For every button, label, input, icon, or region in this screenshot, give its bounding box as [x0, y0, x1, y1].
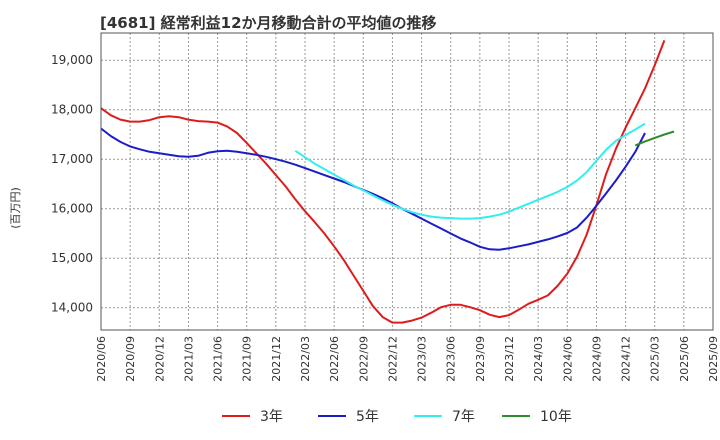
x-tick-label: 2025/09: [707, 336, 720, 382]
series-line-5年: [100, 127, 646, 251]
y-tick-label: 14,000: [51, 301, 93, 315]
legend-swatch: [414, 415, 442, 417]
x-tick-label: 2024/12: [620, 336, 633, 382]
x-tick-label: 2021/12: [270, 336, 283, 382]
x-tick-label: 2021/09: [241, 336, 254, 382]
x-tick-label: 2023/12: [503, 336, 516, 382]
x-tick-label: 2023/03: [416, 336, 429, 382]
x-tick-label: 2022/06: [328, 336, 341, 382]
y-tick-label: 16,000: [51, 202, 93, 216]
legend-item-7y: 7年: [414, 404, 475, 428]
legend-label: 3年: [260, 409, 283, 425]
chart-title: [4681] 経常利益12か月移動合計の平均値の推移: [100, 14, 437, 32]
x-tick-label: 2022/03: [299, 336, 312, 382]
legend: 3年 5年 7年 10年: [0, 404, 720, 428]
x-tick-label: 2023/09: [474, 336, 487, 382]
y-tick-label: 17,000: [51, 152, 93, 166]
legend-swatch: [502, 415, 530, 417]
series-lines: [100, 40, 675, 324]
x-tick-label: 2024/03: [532, 336, 545, 382]
x-tick-label: 2020/06: [95, 336, 108, 382]
y-axis-ticks: 14,000 15,000 16,000 17,000 18,000 19,000: [51, 53, 93, 315]
x-tick-label: 2025/06: [678, 336, 691, 382]
legend-label: 5年: [356, 409, 379, 425]
y-tick-label: 19,000: [51, 53, 93, 67]
x-tick-label: 2023/06: [445, 336, 458, 382]
legend-label: 10年: [540, 409, 572, 425]
x-tick-label: 2021/06: [212, 336, 225, 382]
x-tick-label: 2020/09: [124, 336, 137, 382]
x-tick-label: 2022/09: [357, 336, 370, 382]
x-tick-label: 2024/06: [561, 336, 574, 382]
series-line-3年: [100, 40, 666, 324]
plot-frame: [100, 32, 714, 331]
legend-item-5y: 5年: [318, 404, 379, 428]
x-tick-label: 2024/09: [590, 336, 603, 382]
legend-label: 7年: [452, 409, 475, 425]
legend-item-10y: 10年: [502, 404, 572, 428]
y-tick-label: 18,000: [51, 103, 93, 117]
legend-swatch: [222, 415, 250, 417]
legend-item-3y: 3年: [222, 404, 283, 428]
legend-swatch: [318, 415, 346, 417]
x-tick-label: 2020/12: [153, 336, 166, 382]
y-tick-label: 15,000: [51, 251, 93, 265]
x-axis-ticks: 2020/06 2020/09 2020/12 2021/03 2021/06 2021/…: [95, 336, 720, 382]
series-line-10年: [634, 130, 675, 147]
grid-lines: [100, 33, 714, 330]
x-tick-label: 2021/03: [182, 336, 195, 382]
x-tick-label: 2025/03: [649, 336, 662, 382]
x-tick-label: 2022/12: [386, 336, 399, 382]
series-line-7年: [294, 122, 646, 220]
